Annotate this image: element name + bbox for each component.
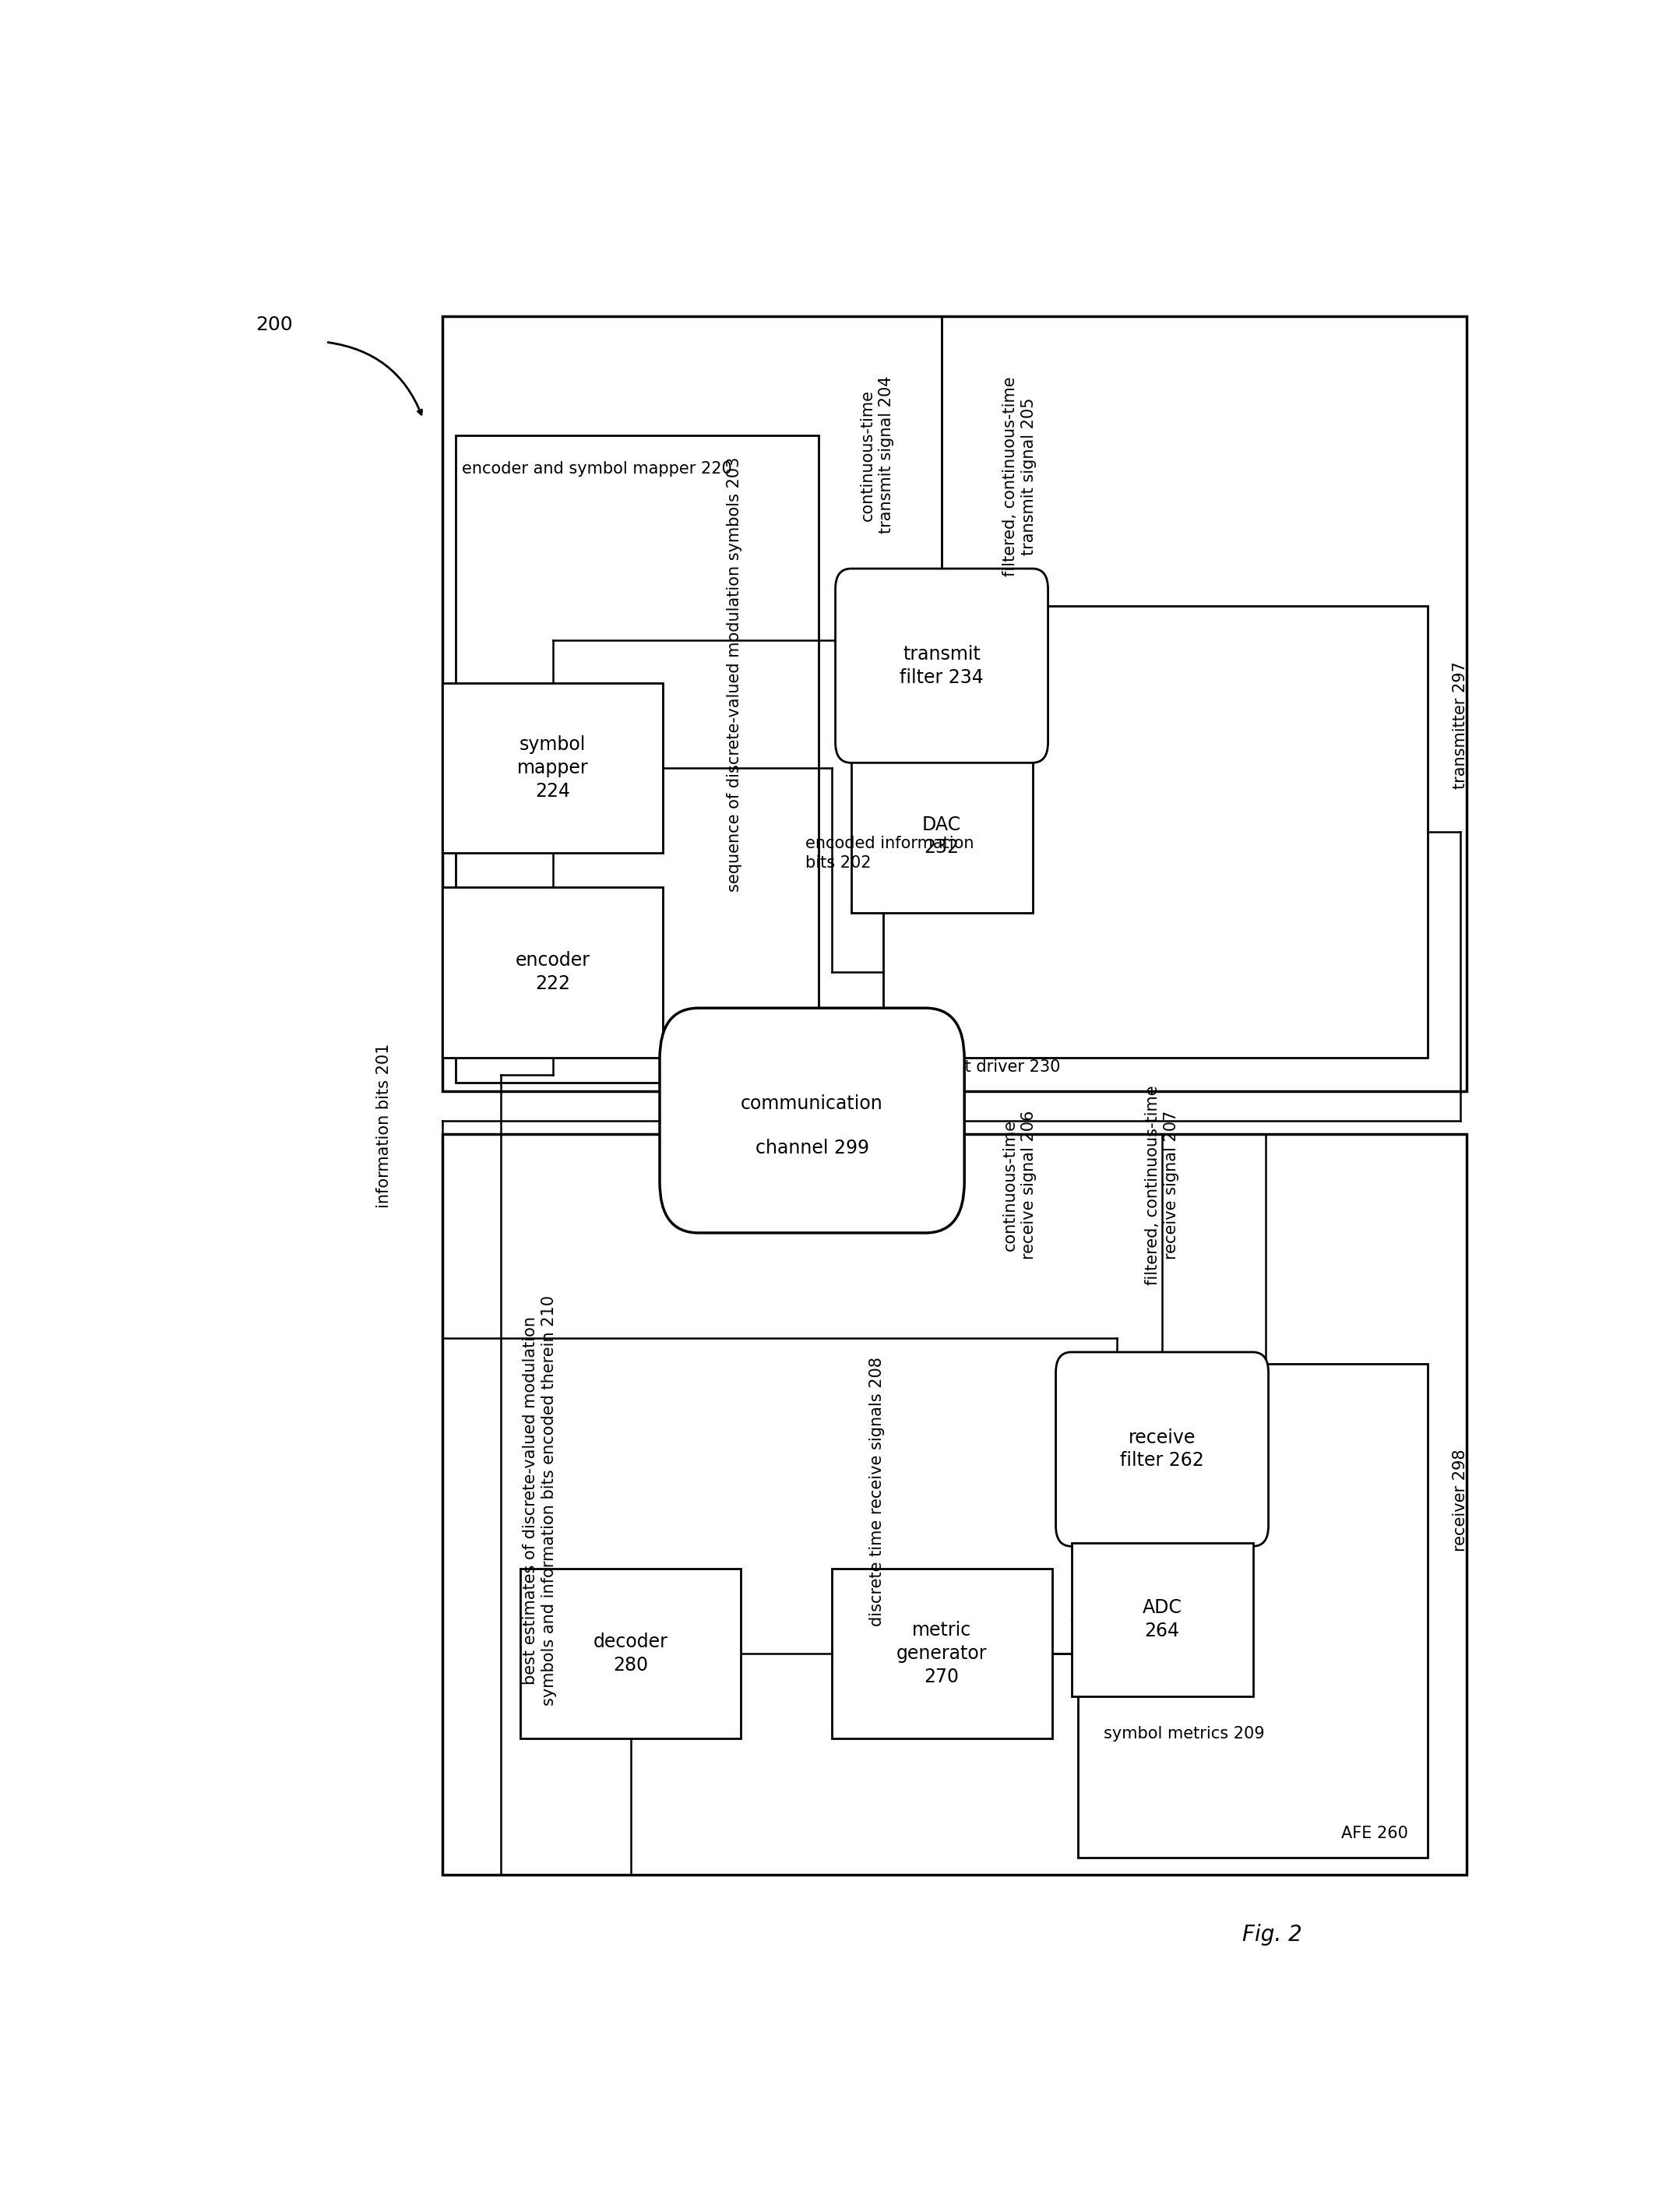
Text: information bits 201: information bits 201 [376, 1044, 391, 1208]
Bar [520, 1568, 741, 1739]
Bar [1077, 1365, 1429, 1858]
Text: 200: 200 [256, 316, 293, 334]
Text: communication: communication [741, 1095, 883, 1113]
Text: best estimates of discrete-valued modulation
symbols and information bits encode: best estimates of discrete-valued modula… [522, 1294, 557, 1705]
Text: transmitter 297: transmitter 297 [1452, 661, 1469, 790]
Text: filtered, continuous-time
transmit signal 205: filtered, continuous-time transmit signa… [1002, 376, 1037, 575]
Text: sequence of discrete-valued modulation symbols 203: sequence of discrete-valued modulation s… [726, 456, 743, 891]
Text: encoded information
bits 202: encoded information bits 202 [806, 836, 974, 872]
Text: transmit driver 230: transmit driver 230 [903, 1060, 1061, 1075]
Bar [1071, 1544, 1253, 1697]
Bar [442, 316, 1467, 1091]
Bar [442, 684, 663, 854]
Bar [852, 759, 1032, 914]
Text: ADC
264: ADC 264 [1143, 1599, 1181, 1641]
Text: continuous-time
transmit signal 204: continuous-time transmit signal 204 [860, 376, 895, 533]
FancyBboxPatch shape [1056, 1352, 1268, 1546]
Text: symbol metrics 209: symbol metrics 209 [1104, 1725, 1265, 1741]
Text: discrete time receive signals 208: discrete time receive signals 208 [868, 1358, 885, 1626]
Text: encoder
222: encoder 222 [515, 951, 591, 993]
Bar [442, 887, 663, 1057]
FancyBboxPatch shape [835, 568, 1047, 763]
Text: AFE 260: AFE 260 [1342, 1825, 1409, 1840]
Text: receiver 298: receiver 298 [1452, 1449, 1469, 1551]
Bar [831, 1568, 1052, 1739]
Text: encoder and symbol mapper 220: encoder and symbol mapper 220 [462, 462, 733, 478]
Text: symbol
mapper
224: symbol mapper 224 [517, 734, 589, 801]
Bar [883, 606, 1427, 1057]
Bar [455, 436, 818, 1084]
Text: continuous-time
receive signal 206: continuous-time receive signal 206 [1002, 1110, 1037, 1259]
Text: metric
generator
270: metric generator 270 [897, 1621, 987, 1686]
Text: decoder
280: decoder 280 [594, 1632, 668, 1674]
Text: filtered, continuous-time
receive signal 207: filtered, continuous-time receive signal… [1144, 1086, 1179, 1285]
Text: transmit
filter 234: transmit filter 234 [900, 644, 984, 686]
Text: DAC
232: DAC 232 [922, 814, 962, 856]
Text: channel 299: channel 299 [755, 1139, 868, 1157]
Text: Fig. 2: Fig. 2 [1243, 1924, 1302, 1947]
Bar [442, 1135, 1467, 1876]
FancyBboxPatch shape [659, 1009, 964, 1232]
Text: receive
filter 262: receive filter 262 [1121, 1429, 1205, 1471]
